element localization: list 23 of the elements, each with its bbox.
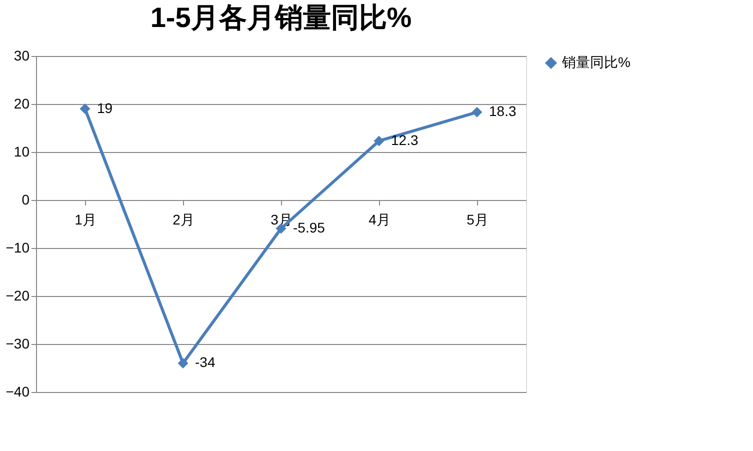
chart-title: 1-5月各月销量同比% [150,2,412,33]
y-tick-label: −10 [6,240,30,256]
y-tick-label: 0 [22,192,30,208]
y-tick-label: 30 [14,48,30,64]
legend-label: 销量同比% [561,54,630,70]
y-tick-label: −20 [6,288,30,304]
point [374,136,384,146]
data-label: 18.3 [489,103,516,120]
y-tick-label: −40 [6,384,30,400]
x-tick-label: 4月 [368,212,390,228]
data-label: -5.95 [293,220,326,236]
x-tick-label: 5月 [466,212,488,228]
point [178,358,188,368]
data-label: 12.3 [391,132,418,148]
data-label: 19 [97,100,113,116]
y-tick-label: −30 [6,336,30,352]
data-label: -34 [195,354,216,370]
y-tick-label: 10 [14,144,30,160]
x-tick-label: 1月 [74,212,96,228]
y-tick-label: 20 [14,96,30,112]
x-tick-label: 2月 [172,212,194,228]
point [472,106,482,118]
point [80,104,90,114]
